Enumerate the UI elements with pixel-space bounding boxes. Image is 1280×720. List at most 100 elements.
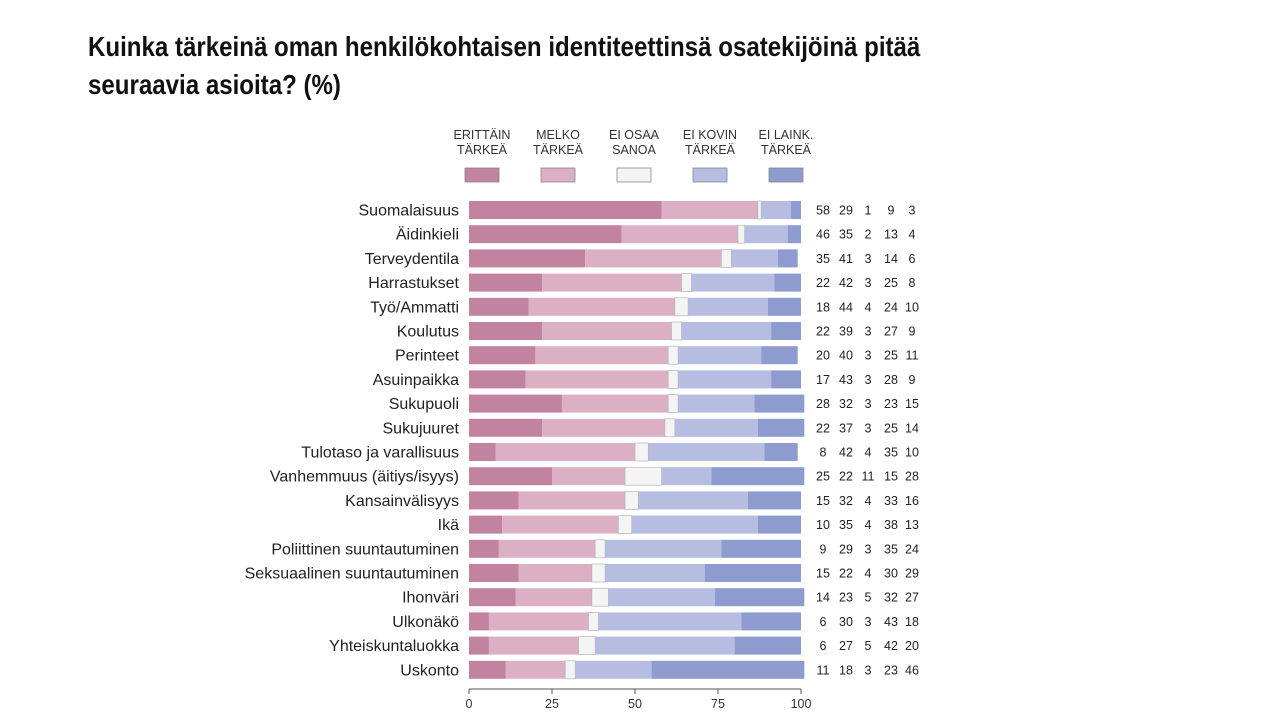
data-label: 18 [905,615,919,629]
bar-segment [691,273,775,292]
bar-segment [771,370,801,389]
data-label: 9 [909,373,916,387]
bar-segment [605,564,705,582]
bar-segment [634,442,649,462]
data-label: 3 [909,204,916,218]
data-label: 10 [816,518,830,532]
bar-segment [469,636,489,655]
bar-segment [469,515,503,534]
data-label: 3 [865,542,872,556]
data-label: 46 [905,663,919,677]
data-label: 8 [909,276,916,290]
category-label: Perinteet [395,348,460,365]
bar-segment [661,201,758,219]
bar-segment [469,564,519,582]
bar-segment [757,200,762,220]
bar-segment [711,467,805,486]
category-label: Asuinpaikka [373,372,459,389]
data-label: 5 [865,591,872,605]
bar-segment [542,273,682,292]
bar-segment [674,297,689,317]
bar-segment [667,394,679,413]
bar-segment [638,491,748,510]
bar-segment [469,588,516,607]
bar-segment [469,612,489,631]
bar-segment [791,201,801,219]
bar-segment [648,443,765,461]
data-label: 9 [820,542,827,556]
bar-segment [737,224,745,244]
data-label: 22 [816,421,830,435]
data-label: 42 [839,276,853,290]
bar-segment [542,322,672,340]
bar-segment [495,443,635,461]
bar-segment [469,491,519,510]
x-axis: 0 25 50 75 100 [466,688,811,711]
bar-segment [488,636,579,655]
data-label: 30 [884,567,898,581]
data-label: 14 [905,421,919,435]
data-label: 3 [865,397,872,411]
bar-segment [591,563,606,583]
bar-segment [747,491,801,510]
bar-segment [585,249,722,268]
data-label: 16 [905,494,919,508]
bar-segment [469,394,562,413]
legend-label: EI OSAA [609,128,660,142]
data-label: 28 [905,470,919,484]
bar-segment [605,539,722,558]
category-label: Vanhemmuus (äitiys/isyys) [270,469,459,486]
category-label: Tulotaso ja varallisuus [301,445,459,462]
data-label: 58 [816,204,830,218]
bar-segment [598,612,742,631]
bar-segment [594,539,606,559]
category-label: Harrastukset [368,275,459,292]
bar-segment [469,297,529,316]
data-label: 8 [820,446,827,460]
data-label: 5 [865,639,872,653]
bar-segment [757,418,805,437]
bar-segment [552,467,626,486]
legend-label: TÄRKEÄ [457,143,508,157]
data-label: 4 [865,300,872,314]
category-label: Suomalaisuus [359,203,460,220]
data-label: 3 [865,252,872,266]
bar-segment [771,322,801,340]
data-label: 10 [905,300,919,314]
data-label: 4 [865,567,872,581]
x-tick-label: 25 [545,697,559,711]
data-label: 32 [839,494,853,508]
data-label: 18 [839,663,853,677]
bar-segment [624,466,662,486]
bar-segment [515,588,592,607]
category-label: Äidinkieli [396,226,459,244]
bar-segment [561,394,669,413]
data-label: 10 [905,446,919,460]
bar-segment [787,225,801,244]
data-label: 29 [839,204,853,218]
bar-segment [741,612,801,631]
data-label: 35 [839,228,853,242]
data-label: 35 [839,518,853,532]
data-label: 3 [865,373,872,387]
data-label: 14 [884,252,898,266]
bar-segment [469,370,526,389]
bar-segment [734,636,801,655]
bar-segment [671,321,682,341]
bar-segment [469,660,506,679]
category-label: Poliittinen suuntautuminen [271,541,459,558]
data-label: 6 [909,252,916,266]
bar-segment [761,201,792,219]
data-label: 44 [839,300,853,314]
bar-segment [591,587,609,607]
data-label: 3 [865,349,872,363]
x-tick-label: 0 [466,697,473,711]
bar-segment [518,564,592,582]
bar-segment [535,346,669,365]
bar-segment [688,297,768,316]
legend-label: MELKO [536,128,580,142]
data-label: 41 [839,252,853,266]
bar-segment [624,491,639,510]
legend-swatch [540,167,576,183]
